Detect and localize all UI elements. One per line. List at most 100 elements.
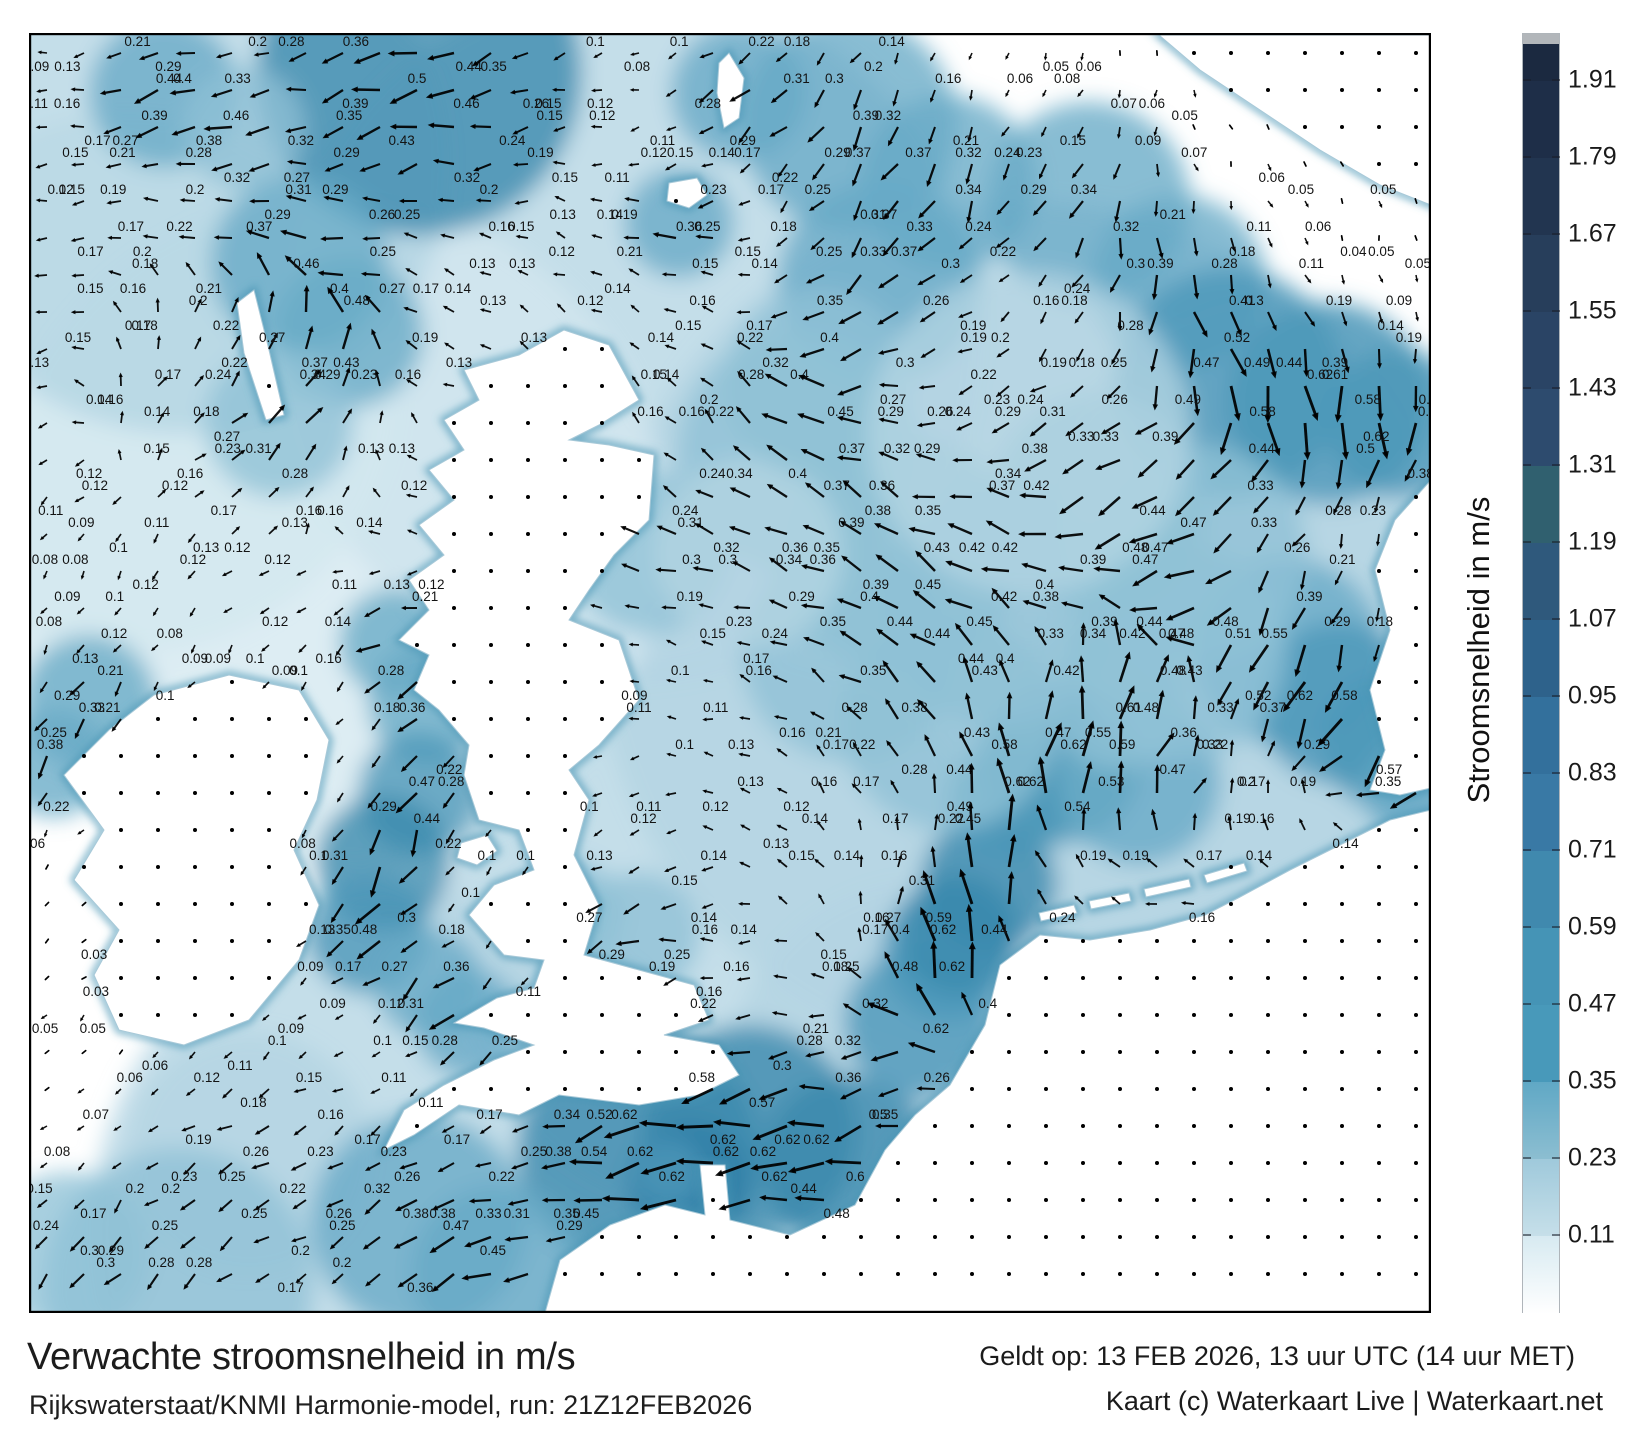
- svg-text:0.26: 0.26: [1284, 540, 1310, 555]
- svg-text:0.48: 0.48: [1212, 614, 1238, 629]
- land-layer: [63, 34, 1431, 1313]
- svg-text:0.45: 0.45: [966, 614, 992, 629]
- svg-text:0.47: 0.47: [1132, 552, 1158, 567]
- svg-text:0.22: 0.22: [938, 811, 964, 826]
- svg-text:0.39: 0.39: [1322, 355, 1348, 370]
- svg-text:0.25: 0.25: [805, 182, 831, 197]
- svg-text:0.33: 0.33: [225, 71, 251, 86]
- svg-text:0.25: 0.25: [521, 1144, 547, 1159]
- svg-text:0.29: 0.29: [370, 799, 396, 814]
- svg-text:0.17: 0.17: [118, 219, 144, 234]
- svg-text:0.22: 0.22: [488, 1169, 514, 1184]
- svg-text:0.17: 0.17: [413, 281, 439, 296]
- svg-text:0.62: 0.62: [1018, 774, 1044, 789]
- svg-text:0.19: 0.19: [649, 959, 675, 974]
- svg-text:0.35: 0.35: [915, 503, 941, 518]
- svg-text:0.17: 0.17: [354, 1132, 380, 1147]
- svg-text:0.12: 0.12: [418, 577, 444, 592]
- svg-text:0.5: 0.5: [1356, 441, 1375, 456]
- svg-text:0.39: 0.39: [1080, 552, 1106, 567]
- svg-text:0.52: 0.52: [1245, 688, 1271, 703]
- svg-text:0.41: 0.41: [1229, 293, 1255, 308]
- svg-text:0.19: 0.19: [100, 182, 126, 197]
- svg-text:0.39: 0.39: [1147, 256, 1173, 271]
- svg-text:0.19: 0.19: [960, 318, 986, 333]
- svg-text:0.17: 0.17: [1196, 848, 1222, 863]
- svg-text:0.15: 0.15: [535, 96, 561, 111]
- svg-text:0.58: 0.58: [991, 737, 1017, 752]
- svg-text:0.35: 0.35: [1375, 774, 1401, 789]
- svg-text:0.12: 0.12: [401, 478, 427, 493]
- svg-text:0.1: 0.1: [246, 651, 265, 666]
- svg-text:0.31: 0.31: [285, 182, 311, 197]
- svg-text:0.34: 0.34: [995, 466, 1022, 481]
- svg-text:0.16: 0.16: [120, 281, 146, 296]
- svg-text:0.18: 0.18: [131, 318, 157, 333]
- svg-text:0.08: 0.08: [1054, 71, 1080, 86]
- svg-text:0.62: 0.62: [713, 1144, 739, 1159]
- svg-text:0.26: 0.26: [1102, 392, 1128, 407]
- svg-text:0.23: 0.23: [381, 1144, 407, 1159]
- svg-text:0.18: 0.18: [374, 700, 400, 715]
- svg-text:0.28: 0.28: [186, 1255, 212, 1270]
- svg-text:0.1: 0.1: [516, 848, 535, 863]
- svg-text:0.08: 0.08: [32, 552, 58, 567]
- svg-text:0.56: 0.56: [1418, 404, 1431, 419]
- svg-text:0.1: 0.1: [671, 663, 690, 678]
- svg-text:0.33: 0.33: [1038, 626, 1064, 641]
- svg-text:0.33: 0.33: [475, 1206, 501, 1221]
- svg-text:0.17: 0.17: [125, 318, 151, 333]
- svg-text:0.32: 0.32: [955, 145, 981, 160]
- svg-text:0.17: 0.17: [758, 182, 784, 197]
- svg-text:0.14: 0.14: [731, 922, 758, 937]
- svg-text:0.22: 0.22: [1202, 737, 1228, 752]
- svg-text:0.12: 0.12: [577, 293, 603, 308]
- svg-text:0.35: 0.35: [820, 614, 846, 629]
- svg-text:0.24: 0.24: [994, 145, 1021, 160]
- svg-text:0.17: 0.17: [882, 811, 908, 826]
- svg-text:0.44: 0.44: [981, 922, 1008, 937]
- colorbar-band: [1523, 774, 1559, 851]
- svg-text:0.33: 0.33: [1197, 737, 1223, 752]
- svg-text:0.21: 0.21: [97, 663, 123, 678]
- svg-text:0.21: 0.21: [1160, 207, 1186, 222]
- svg-text:0.22: 0.22: [436, 762, 462, 777]
- svg-text:0.12: 0.12: [224, 540, 250, 555]
- svg-text:0.14: 0.14: [1332, 836, 1359, 851]
- svg-text:0.12: 0.12: [194, 1070, 220, 1085]
- svg-text:0.17: 0.17: [476, 1107, 502, 1122]
- colorbar-band: [1523, 1082, 1559, 1159]
- svg-text:0.43: 0.43: [333, 355, 359, 370]
- colorbar-tick-label: 0.11: [1568, 1220, 1615, 1249]
- svg-text:0.3: 0.3: [682, 552, 701, 567]
- svg-text:0.3: 0.3: [718, 552, 737, 567]
- svg-text:0.28: 0.28: [282, 466, 308, 481]
- colorbar-band: [1523, 44, 1559, 81]
- svg-text:0.62: 0.62: [1060, 737, 1086, 752]
- svg-text:0.39: 0.39: [1091, 614, 1117, 629]
- svg-text:0.22: 0.22: [221, 355, 247, 370]
- svg-text:0.21: 0.21: [617, 244, 643, 259]
- svg-text:0.13: 0.13: [54, 59, 80, 74]
- svg-text:0.27: 0.27: [379, 281, 405, 296]
- svg-text:0.22: 0.22: [435, 836, 461, 851]
- svg-text:0.38: 0.38: [1407, 466, 1431, 481]
- svg-text:0.51: 0.51: [1225, 626, 1251, 641]
- svg-text:0.3: 0.3: [896, 355, 915, 370]
- svg-text:0.11: 0.11: [418, 1095, 443, 1110]
- svg-text:0.38: 0.38: [545, 1144, 571, 1159]
- colorbar-tick-mark: [1523, 79, 1531, 81]
- svg-text:0.28: 0.28: [695, 96, 721, 111]
- svg-text:0.37: 0.37: [839, 441, 865, 456]
- svg-text:0.16: 0.16: [317, 503, 343, 518]
- svg-text:0.16: 0.16: [863, 910, 889, 925]
- svg-text:0.2: 0.2: [133, 244, 152, 259]
- svg-text:0.35: 0.35: [553, 1206, 579, 1221]
- svg-text:0.25: 0.25: [329, 1218, 355, 1233]
- svg-text:0.21: 0.21: [953, 133, 979, 148]
- svg-text:0.05: 0.05: [1368, 244, 1394, 259]
- svg-text:0.35: 0.35: [872, 1107, 898, 1122]
- svg-text:0.35: 0.35: [817, 293, 843, 308]
- svg-text:0.58: 0.58: [1355, 392, 1381, 407]
- svg-text:0.12: 0.12: [132, 577, 158, 592]
